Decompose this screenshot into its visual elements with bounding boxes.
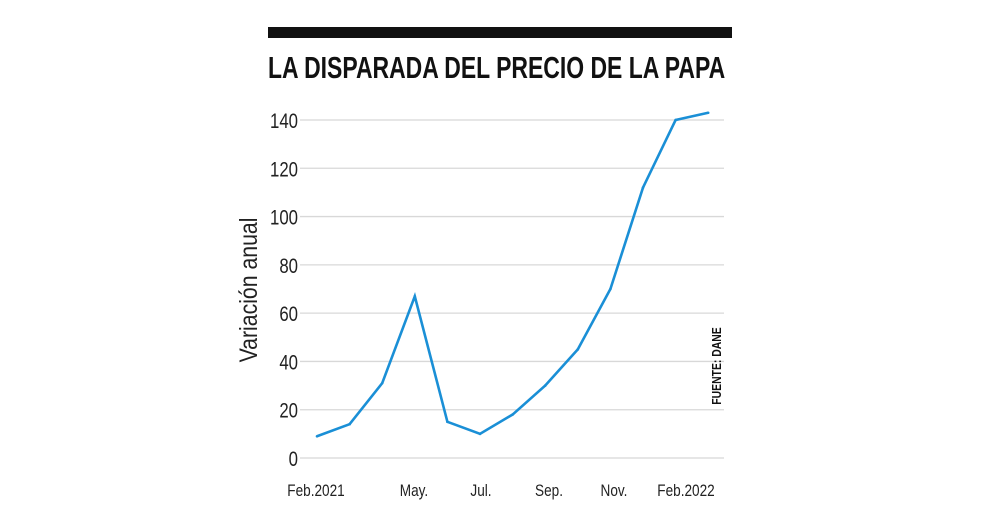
- data-point: [576, 348, 580, 351]
- x-tick-label: May.: [400, 482, 428, 501]
- x-tick-label: Nov.: [601, 482, 628, 501]
- data-point: [674, 118, 677, 122]
- y-tick-label: 40: [279, 352, 298, 375]
- data-point: [609, 287, 612, 291]
- y-tick-label: 60: [279, 303, 298, 326]
- data-point: [315, 434, 319, 438]
- data-point: [348, 422, 351, 426]
- chart-title: LA DISPARADA DEL PRECIO DE LA PAPA: [268, 50, 726, 85]
- data-point: [413, 294, 417, 298]
- title-bar-decoration: [268, 27, 732, 38]
- data-point: [706, 111, 710, 115]
- y-tick-label: 20: [279, 400, 298, 423]
- data-point: [478, 432, 482, 436]
- y-tick-label: 140: [270, 110, 298, 133]
- source-note: FUENTE: DANE: [710, 327, 724, 405]
- data-point: [641, 186, 645, 189]
- y-axis-label: Variación anual: [234, 218, 262, 363]
- data-point: [543, 384, 547, 387]
- series-line: [316, 111, 709, 438]
- data-point: [380, 381, 384, 385]
- y-tick-label: 100: [270, 207, 298, 230]
- y-tick-label: 80: [279, 255, 298, 278]
- data-point: [446, 420, 449, 424]
- x-tick-label: Jul.: [470, 482, 491, 501]
- y-tick-label: 120: [270, 159, 298, 182]
- x-tick-label: Feb.2022: [657, 482, 714, 501]
- x-tick-label: Feb.2021: [287, 482, 344, 501]
- data-point: [511, 413, 514, 416]
- y-tick-label: 0: [289, 448, 298, 471]
- x-tick-label: Sep.: [535, 482, 563, 501]
